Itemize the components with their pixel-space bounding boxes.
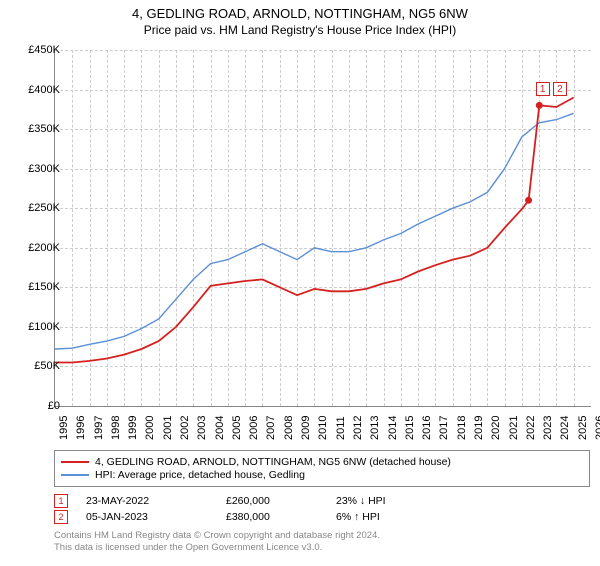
legend-swatch (61, 461, 89, 463)
legend-label: 4, GEDLING ROAD, ARNOLD, NOTTINGHAM, NG5… (95, 456, 451, 468)
sale-date: 05-JAN-2023 (86, 511, 226, 523)
x-axis-label: 2025 (577, 416, 589, 440)
x-axis-label: 1996 (75, 416, 87, 440)
x-axis-label: 2002 (179, 416, 191, 440)
chart-footer: Contains HM Land Registry data © Crown c… (54, 530, 590, 554)
sale-marker-badge: 2 (553, 82, 567, 96)
legend-swatch (61, 474, 89, 476)
sale-price: £260,000 (226, 495, 336, 507)
sale-price: £380,000 (226, 511, 336, 523)
sale-marker-dot (525, 197, 532, 204)
x-axis-label: 2026 (594, 416, 600, 440)
sale-date: 23-MAY-2022 (86, 495, 226, 507)
x-axis-label: 1999 (127, 416, 139, 440)
y-axis-label: £50K (34, 360, 60, 372)
x-axis-label: 2013 (369, 416, 381, 440)
x-axis-label: 2004 (214, 416, 226, 440)
plot-area: 12 (54, 50, 591, 407)
x-axis-label: 2008 (283, 416, 295, 440)
sale-marker-dot (536, 102, 543, 109)
x-axis-label: 2019 (473, 416, 485, 440)
y-axis-label: £0 (48, 400, 60, 412)
y-axis-label: £250K (28, 202, 60, 214)
sale-marker-badge: 1 (54, 494, 68, 508)
legend-item-price-paid: 4, GEDLING ROAD, ARNOLD, NOTTINGHAM, NG5… (61, 456, 583, 468)
legend-label: HPI: Average price, detached house, Gedl… (95, 469, 305, 481)
x-axis-label: 2015 (404, 416, 416, 440)
x-axis-label: 2024 (559, 416, 571, 440)
chart-subtitle: Price paid vs. HM Land Registry's House … (0, 23, 600, 37)
x-axis-label: 2016 (421, 416, 433, 440)
sale-marker-badge: 1 (536, 82, 550, 96)
x-axis-label: 2007 (265, 416, 277, 440)
x-axis-label: 2011 (335, 416, 347, 440)
x-axis-label: 2001 (162, 416, 174, 440)
x-axis-label: 2003 (196, 416, 208, 440)
x-axis-label: 2005 (231, 416, 243, 440)
footer-line: Contains HM Land Registry data © Crown c… (54, 530, 590, 542)
x-axis-label: 1997 (93, 416, 105, 440)
sales-table: 1 23-MAY-2022 £260,000 23% ↓ HPI 2 05-JA… (54, 492, 590, 526)
x-axis-label: 1995 (58, 416, 70, 440)
x-axis-label: 2018 (456, 416, 468, 440)
sale-diff: 6% ↑ HPI (336, 511, 446, 523)
chart-legend: 4, GEDLING ROAD, ARNOLD, NOTTINGHAM, NG5… (54, 450, 590, 487)
x-axis-label: 2000 (144, 416, 156, 440)
x-axis-label: 2006 (248, 416, 260, 440)
x-axis-label: 2022 (525, 416, 537, 440)
house-price-chart: 4, GEDLING ROAD, ARNOLD, NOTTINGHAM, NG5… (0, 6, 600, 566)
sale-row: 2 05-JAN-2023 £380,000 6% ↑ HPI (54, 510, 590, 524)
y-axis-label: £400K (28, 84, 60, 96)
hpi-line (55, 113, 574, 349)
y-axis-label: £150K (28, 281, 60, 293)
y-axis-label: £300K (28, 163, 60, 175)
sale-diff: 23% ↓ HPI (336, 495, 446, 507)
price-paid-line (55, 98, 574, 363)
x-axis-label: 2012 (352, 416, 364, 440)
sale-row: 1 23-MAY-2022 £260,000 23% ↓ HPI (54, 494, 590, 508)
footer-line: This data is licensed under the Open Gov… (54, 542, 590, 554)
x-axis-label: 2017 (438, 416, 450, 440)
x-axis-label: 2014 (387, 416, 399, 440)
x-axis-label: 2023 (542, 416, 554, 440)
y-axis-label: £450K (28, 44, 60, 56)
y-axis-label: £200K (28, 242, 60, 254)
chart-lines (55, 50, 591, 406)
y-axis-label: £350K (28, 123, 60, 135)
x-axis-label: 1998 (110, 416, 122, 440)
legend-item-hpi: HPI: Average price, detached house, Gedl… (61, 469, 583, 481)
y-axis-label: £100K (28, 321, 60, 333)
x-axis-label: 2009 (300, 416, 312, 440)
sale-marker-badge: 2 (54, 510, 68, 524)
chart-title: 4, GEDLING ROAD, ARNOLD, NOTTINGHAM, NG5… (0, 6, 600, 21)
x-axis-label: 2010 (317, 416, 329, 440)
x-axis-label: 2020 (490, 416, 502, 440)
x-axis-label: 2021 (508, 416, 520, 440)
